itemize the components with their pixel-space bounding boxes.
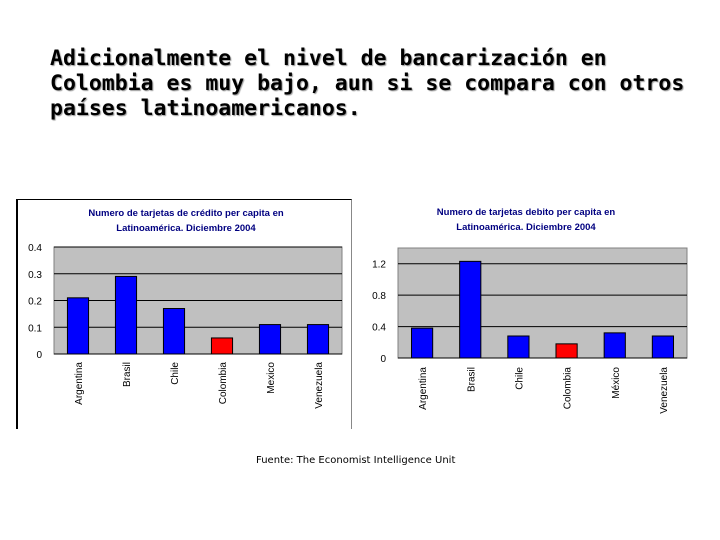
- bar-colombia: [555, 343, 578, 359]
- bar-venezuela: [306, 324, 330, 355]
- bar-chile: [507, 335, 530, 359]
- x-category-label: Venezuela: [659, 367, 670, 414]
- bar-brasil: [459, 260, 482, 359]
- bar-colombia: [210, 337, 234, 355]
- plot-area: [397, 247, 688, 359]
- y-tick-label: 0.8: [372, 291, 386, 302]
- bar-chile: [162, 308, 186, 355]
- credit-card-chart: Numero de tarjetas de crédito per capita…: [16, 199, 352, 429]
- debit-card-chart-svg: Numero de tarjetas debito per capita en L…: [372, 207, 688, 414]
- x-category-label: Venezuela: [314, 362, 325, 409]
- chart-title-line: Numero de tarjetas de crédito per capita…: [88, 208, 284, 219]
- debit-card-chart: Numero de tarjetas debito per capita en L…: [365, 199, 695, 428]
- y-tick-label: 0.1: [28, 323, 42, 334]
- bar-brasil: [114, 275, 138, 355]
- x-category-label: Colombia: [563, 367, 574, 410]
- bar-argentina: [410, 327, 434, 359]
- y-tick-label: 0.4: [372, 323, 386, 334]
- x-category-label: Chile: [170, 362, 181, 385]
- credit-card-chart-svg: Numero de tarjetas de crédito per capita…: [28, 208, 343, 409]
- y-tick-label: 0.2: [28, 297, 42, 308]
- y-tick-label: 0.3: [28, 270, 42, 281]
- x-category-label: Mexico: [266, 362, 277, 394]
- y-tick-label: 0: [380, 354, 386, 365]
- chart-title-line: Latinoamérica. Diciembre 2004: [116, 223, 256, 234]
- bar-mexico: [258, 324, 282, 355]
- x-category-label: México: [611, 367, 622, 399]
- bar-mxico: [603, 332, 626, 359]
- x-category-label: Colombia: [218, 362, 229, 405]
- x-category-label: Brasil: [466, 367, 477, 392]
- x-category-label: Brasil: [122, 362, 133, 387]
- y-tick-label: 0.4: [28, 243, 42, 254]
- y-tick-label: 1.2: [372, 260, 386, 271]
- slide-title: Adicionalmente el nivel de bancarización…: [50, 46, 685, 121]
- x-category-label: Argentina: [418, 367, 429, 410]
- bar-argentina: [66, 297, 90, 355]
- y-tick-label: 0: [36, 350, 42, 361]
- bar-venezuela: [651, 335, 675, 359]
- chart-title-line: Numero de tarjetas debito per capita en: [437, 207, 616, 218]
- source-note: Fuente: The Economist Intelligence Unit: [256, 455, 456, 466]
- x-category-label: Argentina: [74, 362, 85, 405]
- x-category-label: Chile: [514, 367, 525, 390]
- chart-title-line: Latinoamérica. Diciembre 2004: [456, 222, 596, 233]
